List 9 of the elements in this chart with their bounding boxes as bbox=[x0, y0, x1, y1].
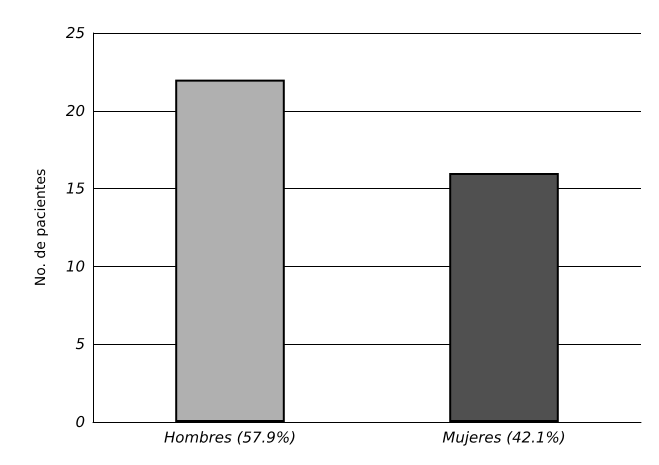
y-axis-title: No. de pacientes bbox=[33, 168, 49, 286]
x-tick-label: Mujeres (42.1%) bbox=[442, 428, 566, 446]
y-tick-label: 5 bbox=[75, 335, 85, 354]
y-tick-label: 0 bbox=[75, 413, 85, 431]
x-tick-label: Hombres (57.9%) bbox=[164, 428, 296, 446]
y-tick-label: 10 bbox=[66, 257, 85, 276]
y-tick-label: 20 bbox=[66, 102, 85, 120]
y-tick-label: 25 bbox=[66, 24, 85, 42]
y-tick-label: 15 bbox=[66, 180, 85, 198]
